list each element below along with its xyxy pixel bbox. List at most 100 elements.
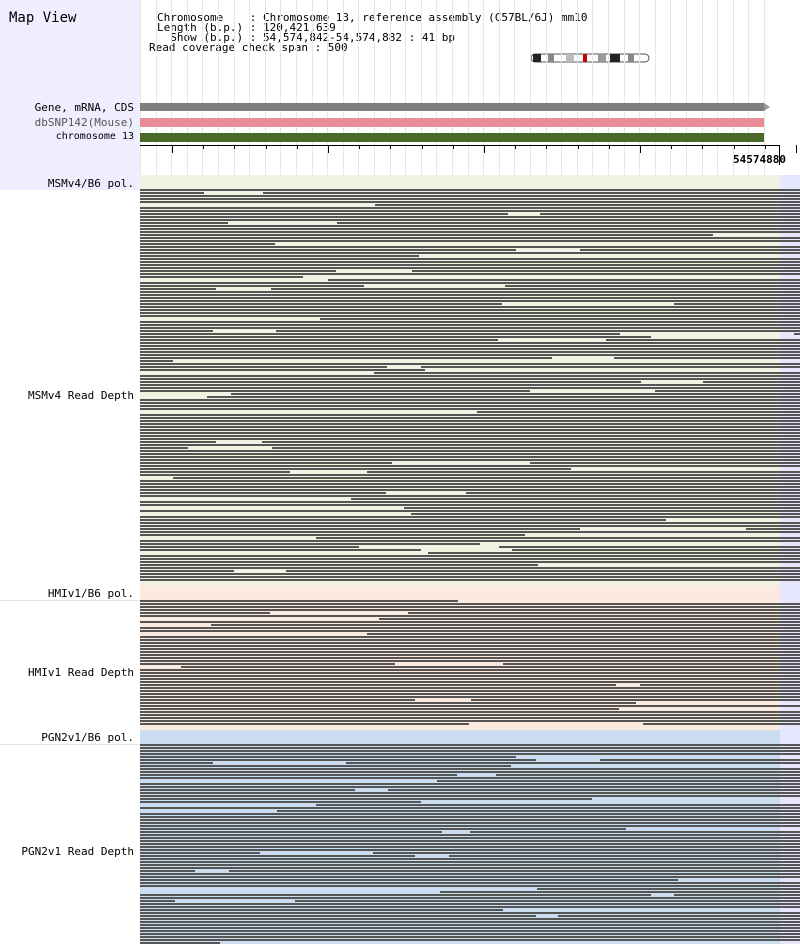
read-segment: [140, 927, 800, 929]
read-segment: [540, 213, 800, 215]
read-segment: [140, 750, 800, 752]
read-segment: [328, 279, 800, 281]
read-segment: [140, 714, 800, 716]
read-segment: [140, 813, 800, 815]
read-segment: [140, 408, 800, 410]
read-segment: [140, 678, 800, 680]
read-segment: [140, 747, 800, 749]
read-segment: [272, 447, 800, 449]
read-segment: [503, 663, 800, 665]
read-segment: [140, 606, 800, 608]
grid-line: [311, 0, 313, 175]
read-segment: [140, 231, 800, 233]
read-segment: [140, 867, 800, 869]
ruler-axis: [140, 145, 780, 146]
pgn2v1-pol-label: PGN2v1/B6 pol.: [41, 731, 134, 744]
read-segment: [140, 495, 800, 497]
read-segment: [140, 252, 800, 254]
read-segment: [207, 396, 800, 398]
read-segment: [140, 375, 800, 377]
read-segment: [140, 744, 800, 746]
read-segment: [140, 693, 800, 695]
read-segment: [140, 561, 800, 563]
read-segment: [140, 216, 800, 218]
read-segment: [140, 213, 508, 215]
read-segment: [140, 789, 355, 791]
read-segment: [295, 900, 800, 902]
read-segment: [140, 546, 359, 548]
read-segment: [271, 288, 800, 290]
read-segment: [140, 381, 641, 383]
chromosome-track-bar[interactable]: [140, 133, 764, 142]
read-segment: [140, 906, 800, 908]
read-segment: [140, 378, 800, 380]
grid-line: [686, 0, 687, 175]
read-segment: [140, 879, 678, 881]
read-segment: [140, 675, 800, 677]
read-segment: [140, 684, 616, 686]
read-segment: [537, 888, 800, 890]
read-segment: [140, 681, 800, 683]
read-segment: [140, 855, 415, 857]
read-segment: [140, 657, 800, 659]
read-segment: [140, 255, 419, 257]
read-segment: [140, 405, 800, 407]
grid-line: [420, 0, 422, 175]
grid-line: [576, 0, 578, 175]
read-segment: [351, 498, 800, 500]
read-segment: [140, 912, 800, 914]
track-label-chromosome: chromosome 13: [55, 131, 134, 142]
grid-line: [342, 0, 344, 175]
read-segment: [140, 600, 458, 602]
read-segment: [140, 444, 800, 446]
read-segment: [746, 528, 800, 530]
ruler-tick: [390, 145, 392, 149]
chromosome-ideogram[interactable]: [528, 52, 654, 64]
msmv4-depth-label: MSMv4 Read Depth: [28, 389, 134, 402]
read-segment: [140, 543, 480, 545]
read-segment: [140, 417, 800, 419]
read-segment: [643, 723, 800, 725]
read-segment: [373, 852, 800, 854]
ruler-tick: [203, 145, 205, 149]
read-segment: [614, 357, 800, 359]
read-segment: [140, 672, 800, 674]
dbsnp-track-bar[interactable]: [140, 118, 764, 127]
read-segment: [140, 615, 800, 617]
read-segment: [140, 768, 800, 770]
read-segment: [140, 531, 800, 533]
read-segment: [703, 381, 800, 383]
read-segment: [140, 669, 800, 671]
grid-line: [717, 0, 719, 175]
read-segment: [140, 660, 800, 662]
read-segment: [262, 441, 800, 443]
sidebar-msmv4: [0, 175, 140, 190]
read-segment: [140, 909, 503, 911]
read-segment: [140, 786, 800, 788]
grid-line: [436, 0, 438, 175]
grid-line: [732, 0, 734, 175]
read-segment: [140, 870, 195, 872]
read-segment: [140, 843, 800, 845]
grid-line: [623, 0, 625, 175]
read-segment: [140, 774, 457, 776]
msmv4-pol-label: MSMv4/B6 pol.: [47, 177, 134, 190]
track-label-gene: Gene, mRNA, CDS: [34, 101, 134, 114]
read-alignments[interactable]: [140, 0, 800, 944]
read-segment: [140, 288, 216, 290]
read-segment: [140, 342, 800, 344]
read-segment: [140, 249, 516, 251]
read-segment: [140, 651, 800, 653]
read-segment: [229, 870, 800, 872]
ruler-tick: [515, 145, 517, 149]
read-segment: [140, 639, 800, 641]
read-segment: [140, 564, 538, 566]
grid-line: [748, 0, 750, 175]
read-segment: [181, 666, 800, 668]
grid-line: [389, 0, 391, 175]
read-segment: [140, 345, 800, 347]
gene-track-bar[interactable]: [140, 103, 764, 111]
read-segment: [140, 312, 800, 314]
read-segment: [140, 357, 552, 359]
read-segment: [140, 900, 175, 902]
